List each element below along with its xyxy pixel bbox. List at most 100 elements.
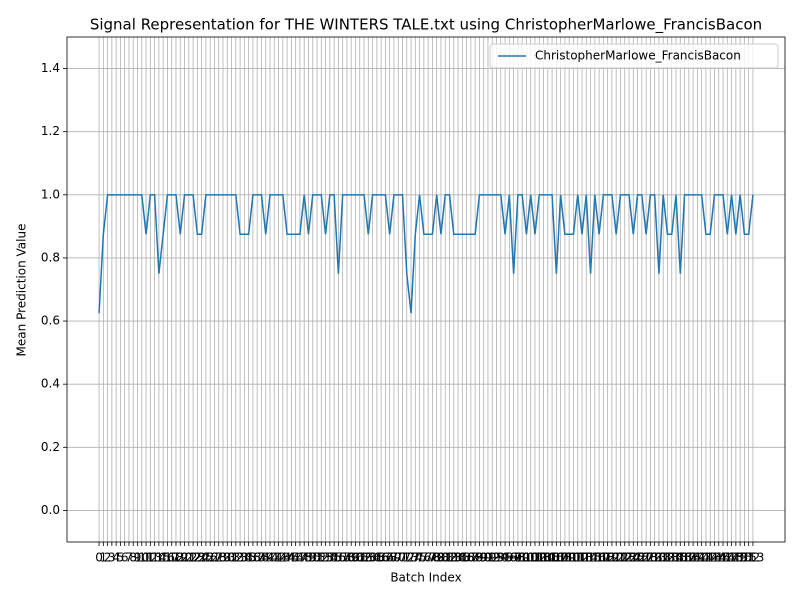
x-tick-label: 142: [694, 551, 717, 565]
x-tick-label: 72: [399, 551, 414, 565]
x-tick-label: 93: [489, 551, 504, 565]
x-tick-label: 38: [254, 551, 269, 565]
x-tick-label: 92: [485, 551, 500, 565]
x-tick-label: 128: [635, 551, 658, 565]
x-tick-label: 103: [528, 551, 551, 565]
x-tick-label: 65: [369, 551, 384, 565]
x-tick-label: 120: [600, 551, 623, 565]
x-tick-label: 89: [472, 551, 487, 565]
x-tick-label: 27: [207, 551, 222, 565]
x-tick-label: 143: [699, 551, 722, 565]
x-tick-label: 80: [433, 551, 448, 565]
x-tick-label: 96: [502, 551, 517, 565]
x-tick-label: 44: [279, 551, 294, 565]
x-tick-label: 140: [686, 551, 709, 565]
x-tick-label: 47: [292, 551, 307, 565]
x-tick-label: 110: [558, 551, 581, 565]
x-tick-label: 130: [643, 551, 666, 565]
x-tick-label: 10: [134, 551, 149, 565]
x-tick-label: 40: [262, 551, 277, 565]
x-tick-label: 125: [622, 551, 645, 565]
x-tick-label: 39: [258, 551, 273, 565]
x-tick-label: 136: [669, 551, 692, 565]
x-tick-label: 98: [510, 551, 525, 565]
x-tick-label: 109: [553, 551, 576, 565]
y-tick-label: 1.2: [41, 124, 60, 138]
x-tick-label: 50: [305, 551, 320, 565]
x-tick-label: 14: [151, 551, 166, 565]
x-tick-label: 97: [506, 551, 521, 565]
x-tick-label: 78: [425, 551, 440, 565]
x-tick-label: 16: [160, 551, 175, 565]
x-tick-label: 69: [386, 551, 401, 565]
x-tick-label: 102: [524, 551, 547, 565]
x-tick-label: 48: [297, 551, 312, 565]
x-tick-label: 145: [707, 551, 730, 565]
x-tick-label: 2: [104, 551, 112, 565]
x-tick-label: 115: [579, 551, 602, 565]
x-tick-label: 8: [129, 551, 137, 565]
legend: ChristopherMarlowe_FrancisBacon: [489, 43, 779, 69]
x-tick-label: 127: [630, 551, 653, 565]
x-tick-label: 25: [198, 551, 213, 565]
x-tick-label: 33: [232, 551, 247, 565]
y-tick-label: 1.4: [41, 61, 60, 75]
x-tick-label: 152: [737, 551, 760, 565]
x-tick-label: 7: [125, 551, 133, 565]
chart-title: Signal Representation for THE WINTERS TA…: [90, 16, 762, 35]
x-tick-label: 126: [626, 551, 649, 565]
x-tick-label: 86: [459, 551, 474, 565]
x-tick-label: 22: [185, 551, 200, 565]
x-tick-label: 82: [442, 551, 457, 565]
x-tick-label: 21: [181, 551, 196, 565]
x-tick-label: 18: [168, 551, 183, 565]
x-tick-label: 100: [515, 551, 538, 565]
x-tick-label: 91: [480, 551, 495, 565]
x-tick-label: 26: [203, 551, 218, 565]
x-tick-label: 74: [408, 551, 423, 565]
x-tick-label: 101: [519, 551, 542, 565]
y-axis-label: Mean Prediction Value: [15, 224, 29, 357]
x-tick-label: 4: [112, 551, 120, 565]
x-tick-label: 121: [605, 551, 628, 565]
x-tick-label: 13: [147, 551, 162, 565]
x-tick-label: 76: [416, 551, 431, 565]
x-tick-label: 139: [682, 551, 705, 565]
x-tick-label: 141: [690, 551, 713, 565]
x-tick-label: 135: [665, 551, 688, 565]
x-tick-label: 124: [618, 551, 641, 565]
y-tick-label: 0.8: [41, 250, 60, 264]
x-tick-label: 112: [566, 551, 589, 565]
x-tick-label: 34: [237, 551, 252, 565]
x-tick-label: 85: [455, 551, 470, 565]
x-tick-label: 73: [403, 551, 418, 565]
x-tick-label: 35: [241, 551, 256, 565]
x-tick-label: 6: [121, 551, 129, 565]
x-tick-label: 52: [314, 551, 329, 565]
x-axis-label: Batch Index: [390, 571, 461, 585]
x-tick-label: 43: [275, 551, 290, 565]
x-tick-label: 63: [361, 551, 376, 565]
x-tick-label: 62: [356, 551, 371, 565]
x-tick-label: 9: [134, 551, 142, 565]
x-tick-label: 70: [391, 551, 406, 565]
x-tick-label: 67: [378, 551, 393, 565]
x-tick-label: 132: [652, 551, 675, 565]
x-tick-label: 137: [673, 551, 696, 565]
x-tick-label: 107: [545, 551, 568, 565]
x-tick-label: 146: [712, 551, 735, 565]
x-tick-label: 53: [318, 551, 333, 565]
x-tick-label: 99: [515, 551, 530, 565]
x-tick-label: 106: [541, 551, 564, 565]
x-tick-label: 77: [420, 551, 435, 565]
line-series: [98, 194, 754, 314]
x-tick-label: 111: [562, 551, 585, 565]
y-tick-label: 0.2: [41, 440, 60, 454]
x-tick-label: 79: [429, 551, 444, 565]
x-tick-label: 133: [656, 551, 679, 565]
x-tick-label: 57: [335, 551, 350, 565]
x-tick-label: 114: [575, 551, 598, 565]
x-tick-label: 71: [395, 551, 410, 565]
x-tick-label: 32: [228, 551, 243, 565]
